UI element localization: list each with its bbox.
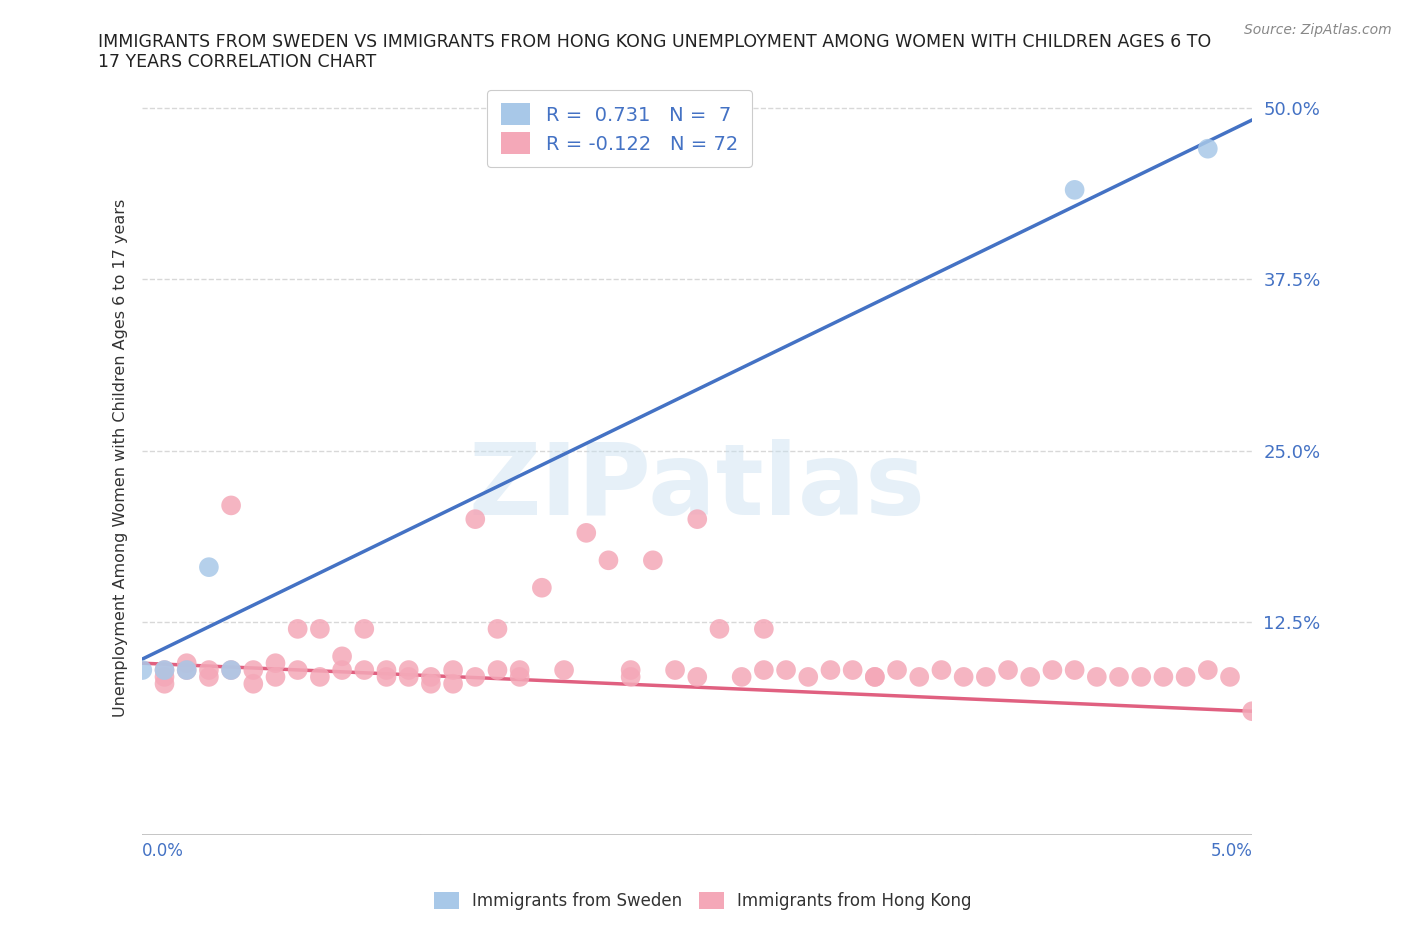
Point [153,670,176,684]
Point [752,662,775,677]
Point [908,670,931,684]
Point [797,670,820,684]
Point [131,662,153,677]
Point [419,670,441,684]
Point [620,670,643,684]
Point [309,670,332,684]
Point [752,621,775,636]
Point [730,670,752,684]
Point [264,656,287,671]
Point [641,552,664,567]
Point [1197,662,1219,677]
Point [509,662,531,677]
Point [863,670,886,684]
Point [1063,662,1085,677]
Point [375,662,398,677]
Point [1019,670,1042,684]
Point [664,662,686,677]
Point [242,662,264,677]
Point [375,670,398,684]
Point [153,662,176,677]
Point [330,662,353,677]
Point [530,580,553,595]
Point [1241,704,1264,719]
Point [198,670,221,684]
Point [398,662,420,677]
Point [287,662,309,677]
Point [997,662,1019,677]
Point [1042,662,1064,677]
Point [219,662,242,677]
Point [931,662,953,677]
Text: 5.0%: 5.0% [1211,842,1253,859]
Point [153,676,176,691]
Point [509,670,531,684]
Point [309,621,332,636]
Point [1219,670,1241,684]
Point [952,670,974,684]
Point [441,676,464,691]
Point [353,621,375,636]
Point [1174,670,1197,684]
Point [820,662,842,677]
Point [553,662,575,677]
Point [464,512,486,526]
Text: ZIPatlas: ZIPatlas [468,439,925,536]
Point [330,649,353,664]
Point [863,670,886,684]
Point [1130,670,1153,684]
Text: 0.0%: 0.0% [142,842,184,859]
Point [464,670,486,684]
Point [1085,670,1108,684]
Point [176,656,198,671]
Text: Source: ZipAtlas.com: Source: ZipAtlas.com [1244,23,1392,37]
Point [1108,670,1130,684]
Point [575,525,598,540]
Legend: Immigrants from Sweden, Immigrants from Hong Kong: Immigrants from Sweden, Immigrants from … [427,885,979,917]
Point [841,662,863,677]
Point [620,662,643,677]
Point [398,670,420,684]
Point [219,662,242,677]
Point [486,621,509,636]
Point [176,662,198,677]
Point [486,662,509,677]
Point [264,670,287,684]
Point [709,621,731,636]
Point [153,662,176,677]
Point [419,676,441,691]
Y-axis label: Unemployment Among Women with Children Ages 6 to 17 years: Unemployment Among Women with Children A… [114,198,128,716]
Point [886,662,908,677]
Point [353,662,375,677]
Legend: R =  0.731   N =  7, R = -0.122   N = 72: R = 0.731 N = 7, R = -0.122 N = 72 [488,90,752,167]
Point [219,498,242,512]
Text: IMMIGRANTS FROM SWEDEN VS IMMIGRANTS FROM HONG KONG UNEMPLOYMENT AMONG WOMEN WIT: IMMIGRANTS FROM SWEDEN VS IMMIGRANTS FRO… [98,33,1212,72]
Point [686,670,709,684]
Point [775,662,797,677]
Point [198,560,221,575]
Point [441,662,464,677]
Point [198,662,221,677]
Point [242,676,264,691]
Point [1063,182,1085,197]
Point [1197,141,1219,156]
Point [686,512,709,526]
Point [598,552,620,567]
Point [176,662,198,677]
Point [1152,670,1174,684]
Point [974,670,997,684]
Point [287,621,309,636]
